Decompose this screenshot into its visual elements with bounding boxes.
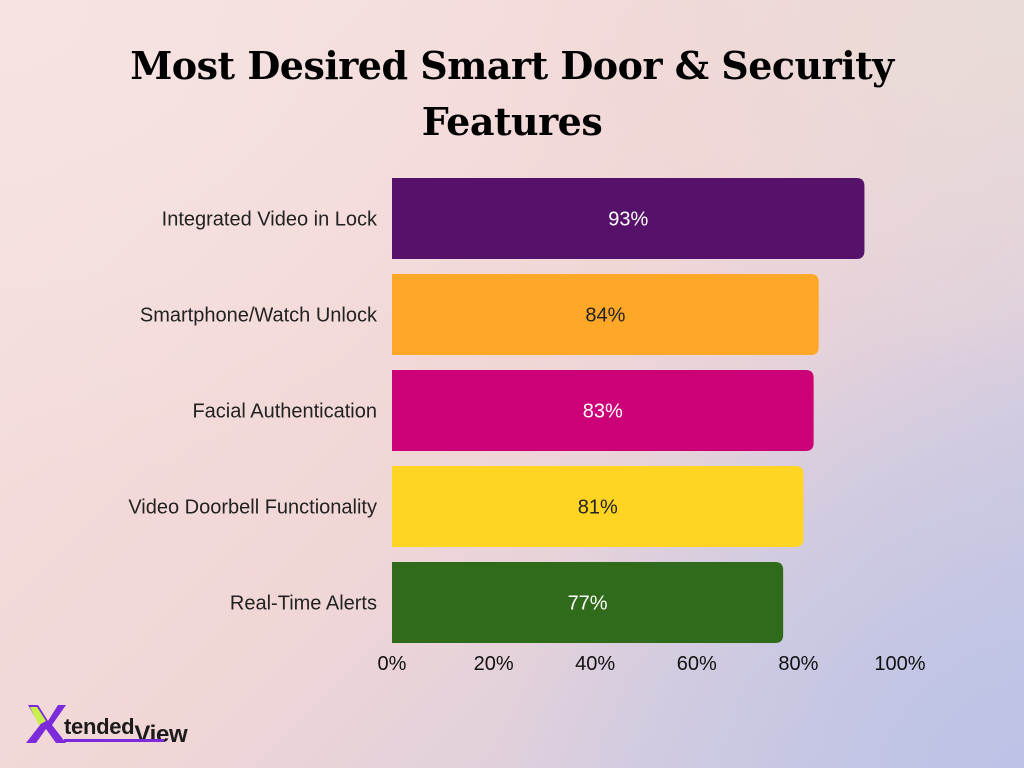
brand-logo: tendedView [26, 703, 226, 748]
category-label-4: Video Doorbell Functionality [128, 497, 377, 519]
value-label-1: 93% [608, 209, 648, 231]
bar-5 [392, 562, 784, 643]
chart-title: Most Desired Smart Door & Security Featu… [0, 38, 1024, 150]
bar-4 [392, 466, 804, 547]
x-tick-label-3: 40% [575, 653, 615, 675]
bar-1 [392, 178, 865, 259]
logo-text-view: View [134, 721, 188, 748]
bar-2 [392, 274, 819, 355]
chart-title-line-1: Most Desired Smart Door & Security [130, 43, 894, 88]
x-tick-label-4: 60% [677, 653, 717, 675]
category-label-3: Facial Authentication [192, 401, 377, 423]
bars-group: Integrated Video in Lock 93% Smartphone/Wa… [128, 178, 865, 643]
logo-wordmark: tendedView [64, 713, 188, 748]
x-logo-icon [26, 705, 66, 743]
x-tick-label-2: 20% [474, 653, 514, 675]
value-label-3: 83% [583, 401, 623, 423]
x-tick-label-6: 100% [874, 653, 925, 675]
bar-3 [392, 370, 814, 451]
x-tick-label-1: 0% [378, 653, 407, 675]
logo-text-main: tended [64, 714, 135, 739]
value-label-5: 77% [568, 593, 608, 615]
x-tick-label-5: 80% [778, 653, 818, 675]
chart-title-line-2: Features [421, 99, 603, 144]
x-axis-ticks: 0% 20% 40% 60% 80% 100% [378, 653, 926, 675]
category-label-2: Smartphone/Watch Unlock [140, 305, 378, 327]
logo-underline [64, 739, 164, 742]
value-label-4: 81% [578, 497, 618, 519]
category-label-5: Real-Time Alerts [230, 593, 377, 615]
value-label-2: 84% [585, 305, 625, 327]
category-label-1: Integrated Video in Lock [162, 209, 378, 231]
